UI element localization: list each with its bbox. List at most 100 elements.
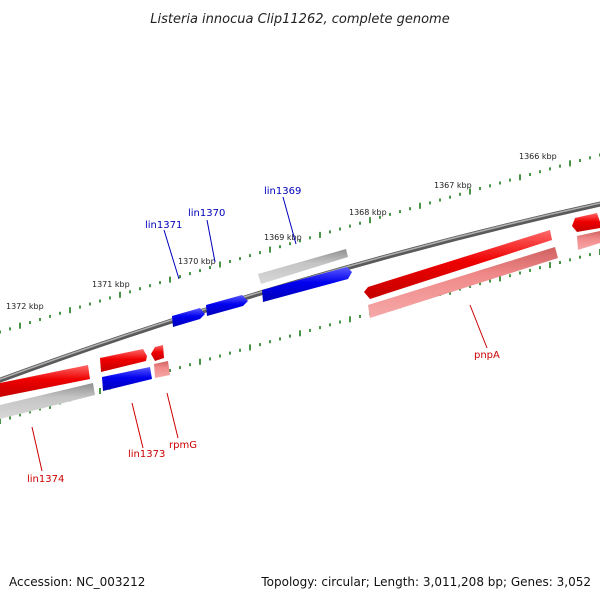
outer-tick <box>109 296 111 300</box>
inner-tick <box>569 258 571 262</box>
inner-tick <box>229 351 231 355</box>
outer-tick <box>229 260 231 263</box>
genome-backbone <box>0 201 600 383</box>
tick-label-1372kbp: 1372 kbp <box>6 302 44 311</box>
outer-tick <box>29 321 31 325</box>
outer-tick <box>399 210 401 214</box>
outer-tick <box>269 246 271 253</box>
outer-tick <box>549 167 551 171</box>
inner-tick <box>279 337 281 341</box>
accession-text: Accession: NC_003212 <box>9 575 145 589</box>
inner-tick <box>589 253 591 257</box>
outer-tick <box>439 198 441 202</box>
outer-tick <box>389 212 391 216</box>
gene-label-lin1371: lin1371 <box>145 220 182 231</box>
inner-tick <box>19 413 21 417</box>
gene-lin1371[interactable] <box>172 308 205 327</box>
outer-tick <box>279 245 281 249</box>
gene-label-pnpA: pnpA <box>474 350 500 361</box>
inner-tick <box>519 271 521 275</box>
inner-tick <box>189 363 191 367</box>
outer-tick <box>289 242 291 246</box>
outer-tick <box>499 181 501 185</box>
inner-tick <box>199 358 201 365</box>
gene-label-rpmG: rpmG <box>169 440 197 451</box>
outer-tick <box>519 174 521 181</box>
outer-tick <box>179 275 181 279</box>
inner-tick <box>339 320 341 324</box>
outer-tick <box>369 217 371 224</box>
outer-tick <box>39 318 41 321</box>
inner-tick <box>359 315 361 318</box>
outer-tick <box>509 178 511 182</box>
outer-tick <box>249 254 251 258</box>
outer-tick <box>489 184 491 188</box>
outer-tick <box>529 173 531 176</box>
inner-tick <box>99 388 101 394</box>
outer-tick-row <box>0 153 600 334</box>
inner-tick <box>239 348 241 352</box>
inner-tick <box>539 266 541 270</box>
outer-tick <box>459 192 461 196</box>
outer-tick <box>579 159 581 162</box>
label-lines <box>31 196 488 472</box>
outer-tick <box>189 272 191 276</box>
inner-tick <box>509 274 511 278</box>
tick-label-1367kbp: 1367 kbp <box>434 181 472 190</box>
outer-tick <box>169 276 171 283</box>
inner-tick <box>529 268 531 272</box>
gene-rpmG[interactable] <box>151 345 170 378</box>
tick-label-1369kbp: 1369 kbp <box>264 233 302 242</box>
outer-tick <box>479 187 481 191</box>
outer-tick <box>339 227 341 231</box>
gene-label-lin1370: lin1370 <box>188 208 225 219</box>
outer-tick <box>349 224 351 228</box>
outer-tick <box>359 221 361 225</box>
gene-label-lin1373: lin1373 <box>128 449 165 460</box>
gene-pnpA[interactable] <box>364 230 558 318</box>
inner-tick <box>499 275 501 282</box>
outer-tick <box>119 291 121 298</box>
map-title: Listeria innocua Clip11262, complete gen… <box>150 12 449 27</box>
inner-tick <box>39 407 41 411</box>
inner-tick <box>259 343 261 347</box>
inner-tick <box>269 340 271 344</box>
outer-tick <box>409 207 411 211</box>
outer-tick <box>209 266 211 269</box>
inner-tick <box>479 282 481 286</box>
outer-tick <box>319 231 321 238</box>
outer-tick <box>309 236 311 240</box>
inner-tick <box>9 416 11 420</box>
outer-tick <box>0 330 1 334</box>
outer-tick <box>569 160 571 167</box>
outer-tick <box>329 230 331 234</box>
tick-label-1368kbp: 1368 kbp <box>349 208 387 217</box>
tick-label-1370kbp: 1370 kbp <box>178 257 216 266</box>
outer-tick <box>19 322 21 329</box>
gene-lin1373[interactable] <box>102 367 152 391</box>
outer-tick <box>49 314 51 318</box>
tick-label-1371kbp: 1371 kbp <box>92 280 130 289</box>
tick-label-1366kbp: 1366 kbp <box>519 152 557 161</box>
inner-tick <box>559 261 561 264</box>
inner-tick <box>329 323 331 327</box>
inner-tick <box>349 316 351 323</box>
gene-lin1370[interactable] <box>206 295 248 316</box>
gene-lin1369[interactable] <box>258 249 352 302</box>
outer-tick <box>69 307 71 314</box>
gene-small-red[interactable] <box>100 349 147 372</box>
inner-tick <box>219 354 221 358</box>
gene-lin1374[interactable] <box>0 365 95 419</box>
outer-tick <box>149 284 151 288</box>
outer-tick <box>9 327 11 331</box>
inner-tick <box>0 418 1 424</box>
inner-tick <box>209 357 211 361</box>
outer-tick <box>219 261 221 268</box>
gene-right-edge[interactable] <box>572 213 600 250</box>
outer-tick <box>239 257 241 261</box>
outer-tick <box>379 215 381 219</box>
gene-label-lin1374: lin1374 <box>27 474 64 485</box>
outer-tick <box>159 281 161 285</box>
inner-tick <box>289 334 291 338</box>
